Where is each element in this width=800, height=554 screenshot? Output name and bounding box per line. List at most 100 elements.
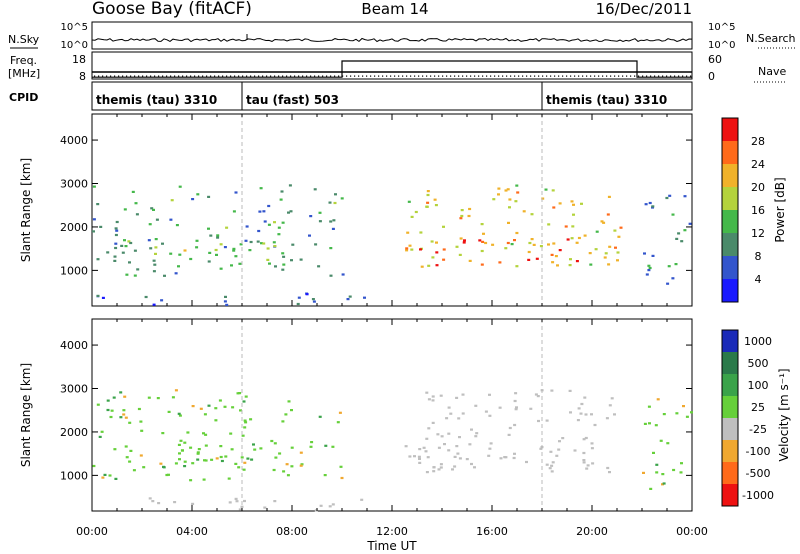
scatter-cell [162,466,166,469]
scatter-cell [262,210,266,213]
colorbar-swatch [722,440,738,462]
scatter-cell [147,239,151,242]
scatter-cell [467,214,471,218]
scatter-cell [113,255,117,258]
colorbar-swatch [722,164,738,187]
scatter-cell [300,463,304,466]
nave-dot [262,75,264,77]
scatter-cell [513,452,516,455]
scatter-cell [235,500,239,503]
nave-dot [218,75,220,77]
colorbar-swatch [722,141,738,164]
scatter-cell [219,267,223,270]
scatter-cell [318,220,322,223]
scatter-cell [603,256,607,259]
scatter-cell [214,407,218,410]
scatter-cell [530,213,534,216]
scatter-cell [575,241,579,244]
scatter-cell [447,432,451,435]
time-tick-label: 20:00 [576,525,608,538]
nave-dot [470,75,472,77]
scatter-cell [458,436,461,439]
noise-sky-line [91,37,693,43]
scatter-cell [513,239,516,242]
nave-dot [194,75,196,77]
colorbar-swatch [722,352,738,374]
scatter-cell [207,260,211,263]
scatter-cell [119,391,123,394]
scatter-cell [178,458,181,461]
scatter-cell [124,416,128,419]
colorbar-swatch [722,210,738,233]
scatter-cell [606,466,610,470]
scatter-cell [573,449,577,452]
scatter-cell [128,421,132,424]
scatter-cell [408,244,412,247]
nave-dot [630,75,632,77]
scatter-cell [536,395,540,398]
scatter-cell [267,223,271,226]
scatter-cell [127,240,131,243]
scatter-cell [178,414,182,417]
scatter-cell [287,400,291,403]
velocity-colorbar: 1000 500 100 25 -25 -100 -500 -1000 [721,329,774,507]
nave-dot [130,75,132,77]
scatter-cell [329,247,333,250]
scatter-cell [123,208,127,211]
scatter-cell [468,443,472,446]
scatter-cell [96,294,100,297]
scatter-cell [314,509,318,512]
scatter-cell [224,295,227,298]
scatter-cell [96,203,100,206]
scatter-cell [218,399,222,402]
nave-dot [582,75,584,77]
nave-dot [430,75,432,77]
scatter-cell [584,413,588,416]
colorbar-tick-label: -100 [746,445,771,458]
scatter-cell [431,256,435,259]
scatter-cell [685,415,689,418]
scatter-cell [318,211,322,214]
scatter-cell [169,218,173,221]
y-tick-label: 1000 [60,469,88,482]
scatter-cell [507,433,511,436]
scatter-cell [289,210,293,213]
scatter-cell [608,404,612,407]
nave-dot [114,75,116,77]
nave-dot [274,75,276,77]
scatter-cell [241,434,245,437]
scatter-cell [220,459,224,463]
scatter-cell [648,266,652,270]
scatter-cell [177,443,181,446]
scatter-cell [439,466,443,469]
scatter-cell [96,403,100,406]
scatter-cell [290,465,294,468]
scatter-cell [647,264,651,267]
nave-dot [678,75,680,77]
nave-dot [690,75,692,77]
scatter-cell [680,240,684,243]
scatter-cell [575,260,579,263]
scatter-cell [406,231,410,234]
scatter-cell [491,243,495,246]
scatter-cell [522,210,526,213]
scatter-cell [133,249,137,252]
scatter-cell [238,262,242,265]
scatter-cell [125,273,129,276]
nave-dot [258,75,260,77]
scatter-cell [589,263,593,266]
scatter-cell [461,393,465,396]
scatter-cell [541,197,545,200]
scatter-cell [123,395,127,398]
time-tick-label: 08:00 [276,525,308,538]
scatter-cell [442,248,446,251]
scatter-cell [675,237,679,240]
scatter-cell [455,396,459,399]
nave-dot [686,75,688,77]
scatter-cell [595,230,599,233]
scatter-cell [551,261,555,264]
scatter-cell [273,500,277,503]
nave-dot [102,75,104,77]
scatter-cell [442,258,446,261]
scatter-cell [418,461,422,464]
